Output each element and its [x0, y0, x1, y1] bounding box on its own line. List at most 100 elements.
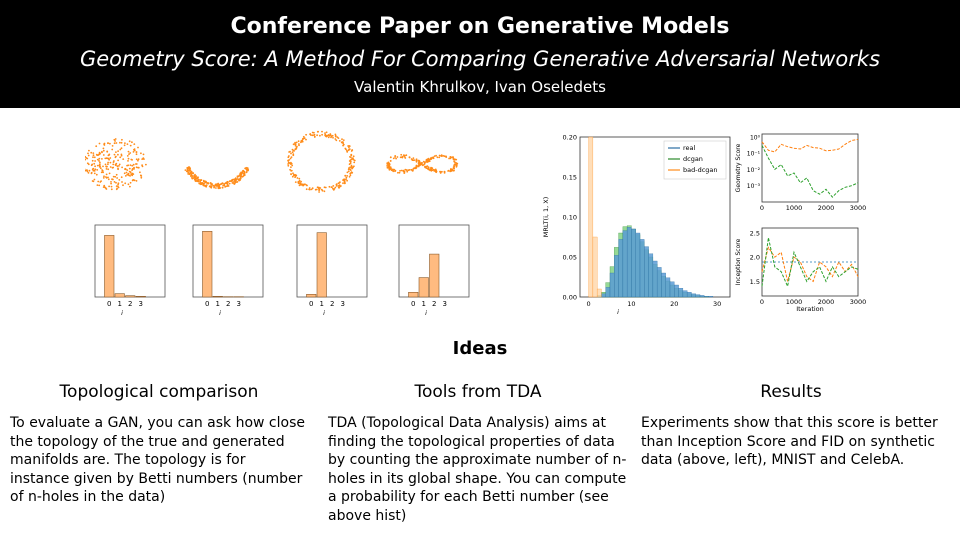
tick-label: 3 — [443, 300, 447, 308]
scatter-point — [121, 181, 123, 183]
scatter-point — [137, 159, 139, 162]
scatter-point — [290, 170, 293, 172]
scatter-point — [399, 169, 401, 172]
hist-bar — [316, 232, 327, 298]
scatter-point — [113, 142, 116, 145]
scatter-point — [433, 169, 435, 171]
scatter-point — [395, 157, 397, 160]
hist-bar — [135, 296, 146, 298]
scatter-point — [107, 142, 109, 145]
x-tick-label: 30 — [713, 300, 721, 308]
scatter-point — [102, 171, 104, 174]
scatter-point — [113, 181, 116, 183]
scatter-point — [109, 157, 112, 159]
scatter-point — [337, 137, 340, 139]
scatter-point — [418, 161, 420, 163]
scatter-point — [352, 155, 355, 158]
scatter-point — [300, 180, 302, 183]
scatter-point — [110, 182, 112, 185]
scatter-point — [342, 144, 344, 147]
scatter-point — [432, 156, 435, 159]
scatter-point — [121, 138, 123, 141]
scatter-point — [288, 155, 290, 157]
scatter-point — [321, 133, 323, 136]
scatter-point — [428, 158, 430, 161]
scatter-point — [129, 152, 132, 154]
scatter-point — [334, 138, 337, 140]
scatter-point — [98, 160, 100, 162]
scatter-point — [346, 175, 349, 177]
scatter-point — [453, 160, 456, 163]
legend: real dcgan bad-dcgan — [663, 140, 727, 180]
scatter-point — [127, 164, 130, 167]
scatter-point — [115, 181, 117, 184]
scatter-point — [135, 180, 138, 182]
scatter-point — [302, 184, 304, 187]
scatter-point — [422, 160, 425, 163]
scatter-point — [297, 140, 300, 143]
scatter-point — [346, 179, 348, 182]
scatter-point — [449, 156, 452, 159]
hist-bar-real — [631, 228, 636, 298]
scatter-point — [243, 173, 246, 175]
scatter-point — [141, 158, 144, 160]
scatter-point — [403, 156, 406, 158]
scatter-point — [132, 151, 135, 153]
scatter-point — [417, 164, 420, 167]
betti-hist-0: 0 1 2 3 i — [94, 224, 166, 317]
scatter-point — [86, 170, 89, 173]
legend-box — [663, 140, 727, 180]
scatter-point — [290, 156, 293, 158]
scatter-point — [417, 159, 420, 162]
x-tick-label: 3000 — [850, 204, 867, 212]
scatter-point — [348, 148, 351, 150]
hist-bar-real — [618, 239, 624, 298]
scatter-point — [121, 166, 123, 169]
scatter-point — [236, 175, 239, 178]
scatter-point — [119, 141, 121, 144]
scatter-point — [93, 170, 96, 172]
y-axis-label: MRLT(i, 1, X) — [542, 197, 550, 238]
tick-label: 0 — [309, 300, 313, 308]
scatter-point — [193, 176, 195, 179]
scatter-point — [335, 185, 338, 187]
scatter-point — [210, 183, 213, 185]
scatter-point — [455, 158, 458, 161]
scatter-point — [140, 152, 142, 155]
hist-bar-real — [682, 290, 688, 298]
scatter-point — [337, 186, 340, 189]
scatter-point — [95, 145, 98, 148]
scatter-point — [348, 145, 351, 147]
scatter-point — [96, 164, 99, 167]
scatter-point — [438, 156, 441, 159]
series-line-0 — [761, 246, 859, 283]
scatter-point — [116, 177, 118, 179]
betti-hist-1: 0 1 2 3 i — [192, 224, 264, 317]
scatter-point — [115, 185, 118, 187]
hist-bar-real — [665, 277, 671, 298]
scatter-point — [94, 168, 97, 171]
hist-bar-real — [652, 260, 658, 298]
scatter-point — [192, 172, 194, 175]
scatter-point — [328, 185, 331, 188]
scatter-point — [113, 153, 116, 156]
scatter-point — [349, 168, 351, 171]
scatter-point — [142, 153, 145, 156]
scatter-point — [194, 177, 197, 180]
scatter-point — [127, 172, 130, 175]
scatter-point — [297, 180, 300, 183]
scatter-point — [204, 180, 207, 183]
scatter-point — [215, 187, 217, 189]
scatter-point — [93, 156, 96, 159]
scatter-point — [102, 149, 105, 152]
scatter-point — [343, 182, 346, 185]
scatter-point — [423, 166, 426, 168]
scatter-point — [133, 166, 135, 169]
scatter-point — [295, 141, 298, 144]
scatter-point — [298, 143, 300, 145]
hist-bar — [429, 253, 440, 298]
scatter-point — [313, 131, 315, 134]
scatter-point — [350, 154, 353, 156]
tick-label: 0 — [411, 300, 415, 308]
scatter-point — [126, 155, 129, 157]
